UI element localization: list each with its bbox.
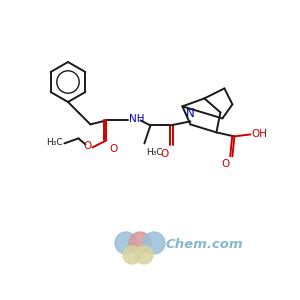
Text: N: N xyxy=(186,107,195,120)
Text: O: O xyxy=(83,141,92,152)
Circle shape xyxy=(143,232,165,254)
Text: H₃C: H₃C xyxy=(46,138,62,147)
Text: Chem.com: Chem.com xyxy=(166,238,244,250)
Text: O: O xyxy=(110,144,118,154)
Text: NH: NH xyxy=(129,114,145,124)
Circle shape xyxy=(129,232,151,254)
Text: H₃C: H₃C xyxy=(146,148,163,158)
Circle shape xyxy=(123,246,141,264)
Circle shape xyxy=(115,232,137,254)
Circle shape xyxy=(135,246,153,264)
Text: O: O xyxy=(221,159,230,170)
Text: OH: OH xyxy=(251,129,267,140)
Text: O: O xyxy=(160,149,168,159)
